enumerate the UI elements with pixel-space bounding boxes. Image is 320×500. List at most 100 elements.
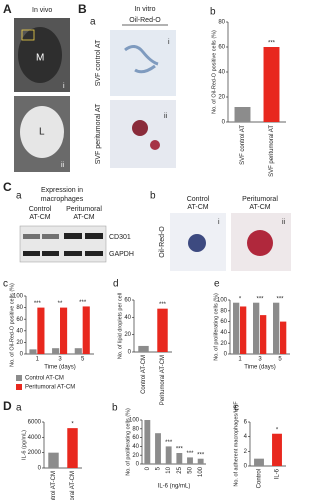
panel-label: D: [3, 399, 12, 413]
y-tick-label: 0: [20, 352, 24, 358]
y-tick-label: 60: [124, 298, 131, 304]
subpanel-label: a: [16, 191, 22, 202]
y-tick-label: 40: [218, 70, 225, 76]
panel-title: Expression in: [41, 187, 83, 194]
subpanel-label: a: [90, 17, 96, 28]
significance: ***: [197, 452, 205, 458]
y-axis-label: No. of adherent macrophages/HPF: [233, 401, 239, 487]
x-axis-label: Time (days): [244, 365, 275, 371]
stain-label: Oil-Red-O: [129, 17, 161, 24]
group-label: Control: [29, 206, 52, 213]
bar: [37, 307, 45, 354]
y-tick-label: 60: [132, 435, 139, 441]
significance: ***: [159, 302, 167, 308]
x-axis-label: Time (days): [44, 365, 75, 371]
x-tick-label: 1: [238, 357, 242, 363]
y-tick-label: 2: [244, 449, 248, 455]
bar: [272, 433, 282, 466]
significance: ***: [268, 41, 276, 47]
bar: [155, 433, 161, 464]
y-tick-label: 4: [244, 434, 248, 440]
inset-box: [21, 29, 35, 41]
group-label: AT-CM: [29, 214, 50, 221]
blot-bands: [23, 233, 103, 256]
bar: [233, 302, 240, 354]
bar: [187, 457, 193, 464]
y-axis-label: No. of Oil-Red-O positive cells (%): [9, 283, 15, 367]
significance: ***: [186, 451, 194, 457]
y-tick-label: 40: [124, 315, 131, 321]
x-tick-label: SVF peritumoral AT: [269, 125, 275, 177]
y-tick-label: 80: [132, 426, 139, 432]
subpanel-label: d: [113, 279, 119, 290]
panel-title: In vivo: [32, 7, 52, 14]
panel-title: macrophages: [41, 196, 84, 203]
bar: [52, 348, 60, 354]
cell: [188, 234, 206, 252]
image-label: i: [63, 83, 65, 90]
panel-title: In vitro: [134, 6, 155, 13]
y-tick-label: 60: [218, 45, 225, 51]
bar: [60, 307, 68, 354]
blot-label: CD301: [109, 234, 131, 241]
x-tick-label: Control AT-CM: [141, 355, 147, 394]
x-tick-label: 25: [177, 466, 183, 473]
bar: [74, 348, 82, 354]
panel-label: B: [78, 2, 87, 16]
condition-label: Control: [187, 196, 210, 203]
significance: ***: [256, 296, 264, 302]
significance: *: [239, 296, 242, 302]
image-label: M: [36, 53, 44, 64]
x-tick-label: 100: [198, 466, 204, 477]
lumen: [20, 106, 64, 158]
x-tick-label: 5: [156, 466, 162, 470]
x-tick-label: 50: [188, 466, 194, 473]
x-tick-label: 10: [166, 466, 172, 473]
x-tick-label: IL-6: [275, 468, 281, 479]
group-label: AT-CM: [73, 214, 94, 221]
subpanel-label: b: [112, 403, 118, 414]
bar: [254, 458, 264, 466]
significance: *: [276, 427, 279, 433]
y-tick-label: 0: [224, 352, 228, 358]
x-tick-label: Control AT-CM: [51, 471, 57, 500]
y-tick-label: 6000: [28, 420, 42, 426]
y-tick-label: 20: [124, 332, 131, 338]
bar: [273, 302, 280, 354]
bar: [197, 458, 204, 464]
y-axis-label: No. of proliferating cells (%): [213, 293, 219, 361]
x-tick-label: SVF control AT: [240, 125, 246, 165]
row-label: SVF control AT: [95, 39, 102, 86]
significance: **: [58, 301, 63, 307]
cells: [150, 140, 160, 150]
y-axis-label: IL-6 (pg/mL): [21, 430, 27, 460]
bar: [234, 107, 251, 122]
group-label: Peritumoral: [66, 206, 102, 213]
subpanel-label: c: [3, 279, 8, 290]
bar: [82, 306, 90, 354]
x-tick-label: 5: [81, 357, 85, 363]
image-label: i: [218, 219, 220, 226]
figure: A In vivo M i L ii B a In vitro Oil-Red-…: [3, 2, 291, 500]
stain-label: Oil-Red-O: [159, 226, 166, 258]
blot: [19, 225, 107, 263]
x-tick-label: Peritumoral AT-CM: [70, 471, 76, 500]
x-axis-label: IL-6 (ng/mL): [158, 484, 191, 490]
significance: ***: [176, 447, 184, 453]
y-tick-label: 0: [244, 464, 248, 470]
image-label: ii: [282, 219, 286, 226]
y-tick-label: 60: [220, 319, 227, 325]
y-axis-label: No. of proliferating cells (%): [125, 408, 131, 476]
y-tick-label: 40: [132, 444, 139, 450]
x-tick-label: Peritumoral AT-CM: [160, 355, 166, 405]
bar: [67, 428, 78, 468]
bar: [138, 345, 149, 352]
y-tick-label: 100: [129, 418, 140, 424]
significance: ***: [34, 301, 42, 307]
y-tick-label: 80: [16, 305, 23, 311]
y-tick-label: 0: [38, 466, 42, 472]
bar: [165, 446, 172, 464]
bar: [144, 420, 151, 464]
bar: [157, 308, 168, 352]
y-tick-label: 100: [217, 298, 228, 304]
